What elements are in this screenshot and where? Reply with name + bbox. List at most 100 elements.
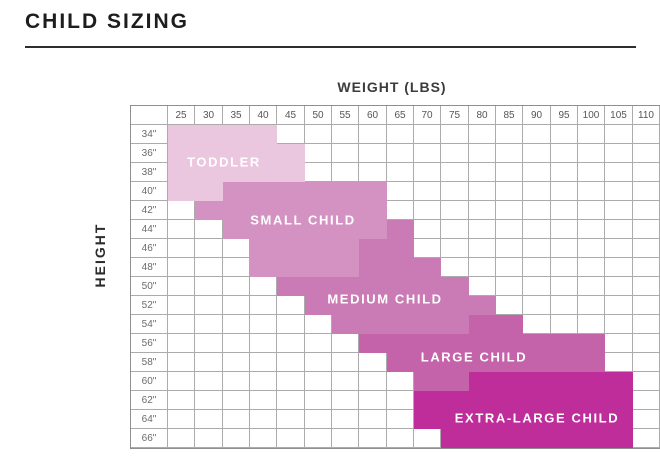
grid-cell xyxy=(250,277,277,296)
grid-cell xyxy=(277,372,305,391)
grid-cell xyxy=(223,296,250,315)
grid-cell xyxy=(305,125,332,144)
size-region-medium-child xyxy=(359,258,441,277)
grid-cell xyxy=(441,220,469,239)
weight-header-cell: 40 xyxy=(250,106,277,125)
grid-cell xyxy=(305,372,332,391)
size-region-toddler xyxy=(168,182,223,201)
size-region-toddler xyxy=(168,125,277,144)
grid-cell xyxy=(195,258,223,277)
size-region-extra-large-child xyxy=(414,391,633,410)
grid-cell xyxy=(633,258,660,277)
grid-cell xyxy=(496,258,523,277)
size-region-small-child xyxy=(223,220,387,239)
grid-cell xyxy=(305,410,332,429)
grid-cell xyxy=(605,239,633,258)
grid-cell xyxy=(469,182,496,201)
grid-cell xyxy=(387,125,414,144)
grid-cell xyxy=(496,125,523,144)
grid-cell xyxy=(578,296,605,315)
grid-cell xyxy=(305,315,332,334)
grid-cell xyxy=(414,429,441,448)
grid-cell xyxy=(277,410,305,429)
grid-cell xyxy=(469,220,496,239)
grid-cell xyxy=(414,239,441,258)
grid-cell xyxy=(223,372,250,391)
height-row-label: 44" xyxy=(131,220,168,239)
grid-corner-cell xyxy=(131,106,168,125)
grid-cell xyxy=(305,144,332,163)
size-region-medium-child xyxy=(277,277,469,296)
grid-cell xyxy=(551,144,578,163)
grid-cell xyxy=(414,144,441,163)
grid-cell xyxy=(441,125,469,144)
grid-cell xyxy=(332,353,359,372)
grid-cell xyxy=(359,125,387,144)
grid-cell xyxy=(168,372,195,391)
grid-cell xyxy=(359,429,387,448)
grid-cell xyxy=(250,353,277,372)
grid-cell xyxy=(469,258,496,277)
grid-cell xyxy=(578,144,605,163)
height-row-label: 42" xyxy=(131,201,168,220)
grid-cell xyxy=(633,125,660,144)
grid-cell xyxy=(195,429,223,448)
grid-cell xyxy=(250,296,277,315)
grid-cell xyxy=(441,239,469,258)
grid-cell xyxy=(633,296,660,315)
grid-cell xyxy=(578,201,605,220)
size-region-small-child xyxy=(195,201,387,220)
grid-cell xyxy=(605,296,633,315)
grid-cell xyxy=(605,315,633,334)
grid-cell xyxy=(195,277,223,296)
grid-cell xyxy=(523,144,551,163)
grid-cell xyxy=(359,163,387,182)
grid-cell xyxy=(332,410,359,429)
grid-cell xyxy=(168,353,195,372)
grid-cell xyxy=(223,353,250,372)
height-row-label: 54" xyxy=(131,315,168,334)
grid-cell xyxy=(469,239,496,258)
grid-cell xyxy=(168,201,195,220)
grid-cell xyxy=(332,163,359,182)
weight-header-cell: 105 xyxy=(605,106,633,125)
size-region-medium-child xyxy=(359,239,414,258)
grid-cell xyxy=(469,277,496,296)
height-row-label: 60" xyxy=(131,372,168,391)
weight-header-cell: 95 xyxy=(551,106,578,125)
grid-cell xyxy=(523,258,551,277)
grid-cell xyxy=(523,315,551,334)
grid-cell xyxy=(387,410,414,429)
grid-cell xyxy=(523,201,551,220)
height-row-label: 64" xyxy=(131,410,168,429)
grid-cell xyxy=(469,125,496,144)
grid-cell xyxy=(469,163,496,182)
grid-cell xyxy=(305,163,332,182)
region-label-toddler: TODDLER xyxy=(187,154,261,170)
grid-cell xyxy=(551,296,578,315)
grid-cell xyxy=(605,220,633,239)
height-axis-label: HEIGHT xyxy=(92,222,108,288)
size-region-medium-child xyxy=(387,220,414,239)
height-row-label: 66" xyxy=(131,429,168,448)
grid-cell xyxy=(633,182,660,201)
size-region-large-child xyxy=(359,334,605,353)
grid-cell xyxy=(469,144,496,163)
grid-cell xyxy=(359,353,387,372)
size-region-small-child xyxy=(250,258,359,277)
grid-cell xyxy=(633,410,660,429)
grid-cell xyxy=(605,182,633,201)
grid-cell xyxy=(578,315,605,334)
grid-cell xyxy=(223,429,250,448)
grid-cell xyxy=(195,239,223,258)
weight-header-cell: 85 xyxy=(496,106,523,125)
height-row-label: 46" xyxy=(131,239,168,258)
grid-cell xyxy=(523,125,551,144)
grid-cell xyxy=(387,163,414,182)
grid-cell xyxy=(523,277,551,296)
weight-header-cell: 110 xyxy=(633,106,660,125)
grid-cell xyxy=(414,163,441,182)
height-row-label: 36" xyxy=(131,144,168,163)
grid-cell xyxy=(277,391,305,410)
